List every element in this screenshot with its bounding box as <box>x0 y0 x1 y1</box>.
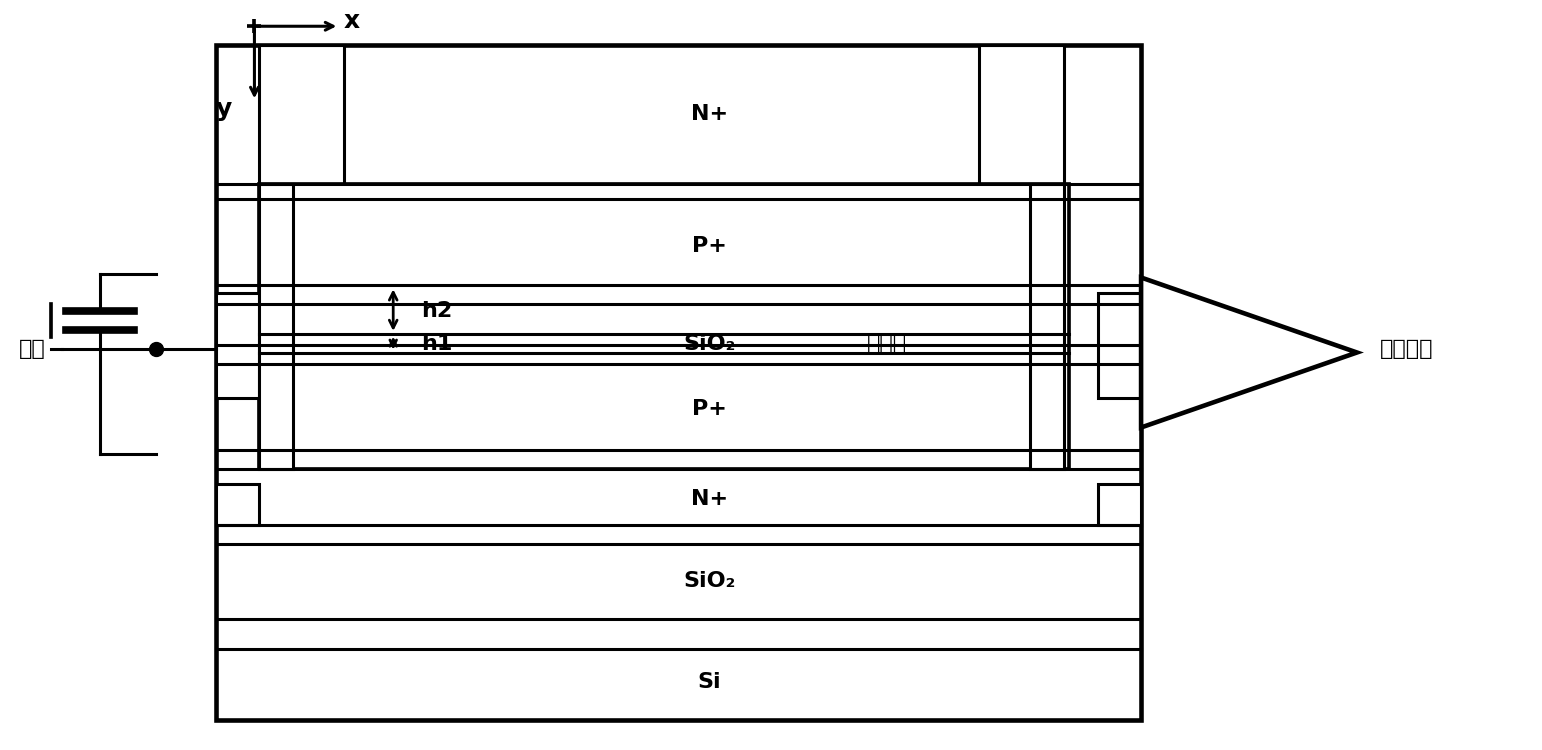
Text: 电极: 电极 <box>1180 339 1206 358</box>
Text: h2: h2 <box>421 302 452 321</box>
Bar <box>259 184 293 469</box>
Text: N+: N+ <box>691 489 728 508</box>
Text: 络缘栏层: 络缘栏层 <box>1380 339 1434 358</box>
Bar <box>259 184 1069 469</box>
Bar <box>216 292 259 398</box>
Text: 分光层: 分光层 <box>867 334 907 353</box>
Text: SiO₂: SiO₂ <box>683 334 736 353</box>
Text: SiO₂: SiO₂ <box>683 572 736 591</box>
Text: P+: P+ <box>692 399 726 418</box>
Bar <box>1030 184 1064 469</box>
Bar <box>216 484 259 525</box>
Bar <box>216 45 1141 720</box>
Text: y: y <box>216 97 231 121</box>
Bar <box>259 45 344 184</box>
Text: 电极: 电极 <box>19 339 45 358</box>
Bar <box>1098 292 1141 398</box>
Bar <box>1098 484 1141 525</box>
Bar <box>979 45 1064 184</box>
Text: Si: Si <box>697 673 722 692</box>
Text: N+: N+ <box>691 104 728 124</box>
Polygon shape <box>1141 278 1357 428</box>
Text: h1: h1 <box>421 334 452 353</box>
Text: x: x <box>344 9 359 33</box>
Text: P+: P+ <box>692 236 726 256</box>
